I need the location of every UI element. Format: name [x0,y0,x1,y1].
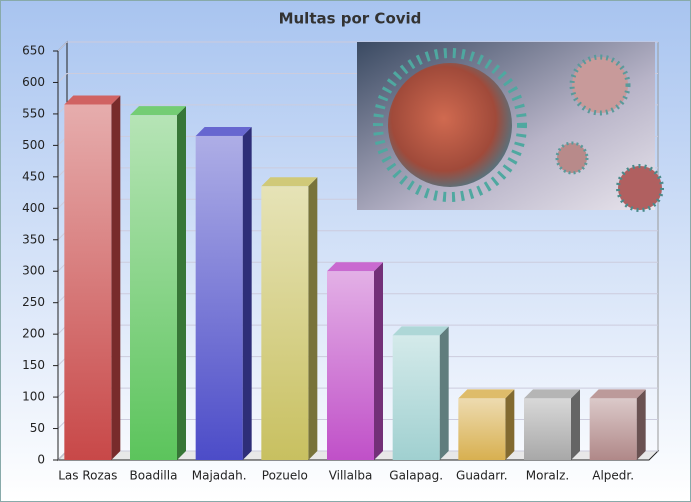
virus-image [357,42,664,212]
bar-top [195,126,252,136]
bar-top [458,389,515,399]
bar-side [242,126,252,460]
y-tick-label: 400 [22,201,45,215]
bar [130,115,177,460]
bar [392,335,440,460]
bar-top [392,326,449,336]
x-tick-label: Boadilla [130,469,178,483]
y-tick-label: 350 [22,232,45,246]
y-tick-label: 450 [22,169,45,183]
bar [327,271,374,460]
bar-side [571,389,580,460]
bar-side [374,262,383,460]
x-tick-label: Galapag. [389,469,443,483]
bar-side [177,106,186,460]
y-tick-label: 100 [22,390,45,404]
x-tick-label: Moralz. [526,469,569,483]
y-tick-label: 650 [22,44,45,58]
y-tick-label: 200 [22,327,45,341]
x-tick-label: Villalba [329,469,373,483]
bar-top [589,389,646,399]
x-tick-label: Majadah. [192,469,247,483]
bar [64,104,112,460]
bar-side [308,177,318,461]
x-tick-label: Pozuelo [262,469,308,483]
y-tick-label: 50 [30,421,45,435]
y-tick-label: 550 [22,106,45,120]
bar-side [636,389,646,460]
y-tick-label: 600 [22,75,45,89]
y-tick-label: 250 [22,295,45,309]
bar-side [505,389,515,460]
bar-top [64,95,121,105]
x-tick-label: Alpedr. [592,469,634,483]
bar-top [327,262,383,272]
bar-top [261,177,318,187]
bar [524,398,571,460]
y-tick-label: 0 [37,453,45,467]
bar [261,186,309,461]
bar [195,135,243,460]
y-tick-label: 150 [22,358,45,372]
chart-title: Multas por Covid [279,10,422,28]
y-tick-label: 300 [22,264,45,278]
bar [458,398,506,460]
bar-side [111,95,121,460]
y-tick-label: 500 [22,138,45,152]
bar-side [439,326,449,460]
x-tick-label: Las Rozas [58,469,117,483]
bar-top [524,389,580,399]
x-tick-label: Guadarr. [456,469,508,483]
bar-top [130,106,186,116]
bar [589,398,637,460]
